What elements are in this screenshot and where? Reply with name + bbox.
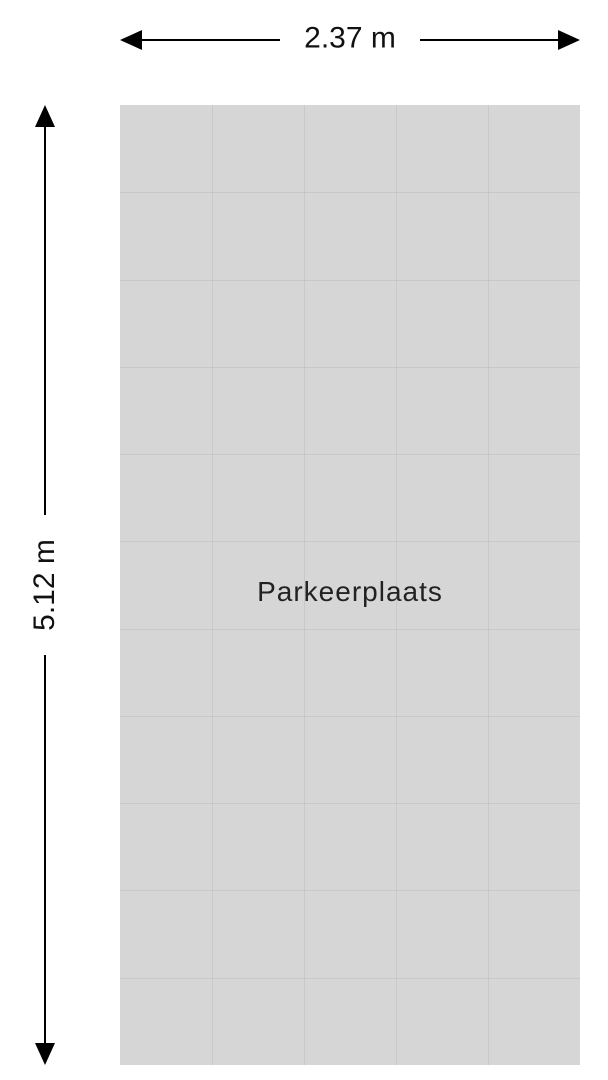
dimension-line: [420, 39, 558, 41]
dimension-line: [44, 127, 46, 515]
room-label: Parkeerplaats: [120, 576, 580, 608]
dimension-width-label: 2.37 m: [290, 21, 410, 55]
floorplan-canvas: Parkeerplaats 2.37 m 5.12 m: [0, 0, 608, 1080]
arrow-down-icon: [35, 1043, 55, 1065]
dimension-height-label: 5.12 m: [28, 525, 62, 645]
dimension-height: 5.12 m: [25, 105, 65, 1065]
arrow-right-icon: [558, 30, 580, 50]
dimension-line: [44, 655, 46, 1043]
arrow-up-icon: [35, 105, 55, 127]
dimension-line: [142, 39, 280, 41]
room-parkeerplaats: Parkeerplaats: [120, 105, 580, 1065]
arrow-left-icon: [120, 30, 142, 50]
dimension-width: 2.37 m: [120, 20, 580, 60]
